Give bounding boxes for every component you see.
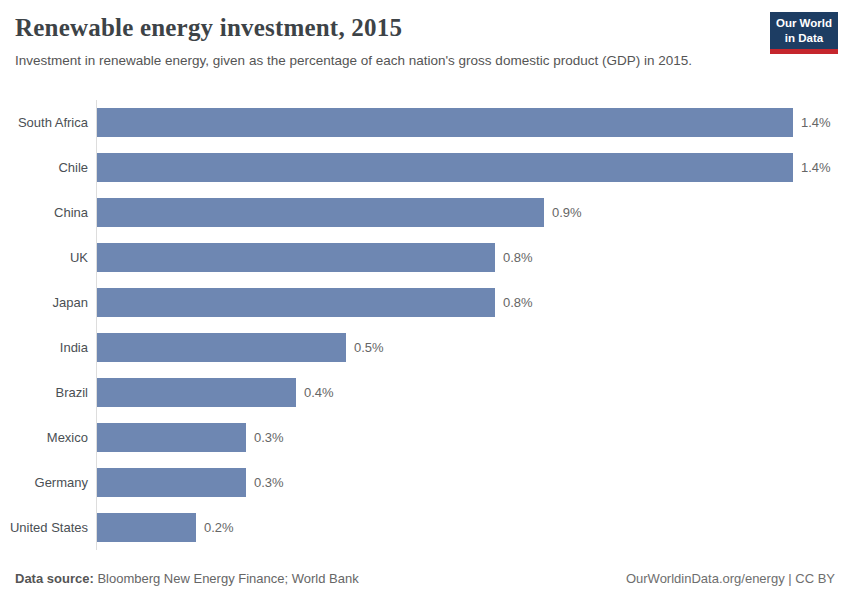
category-label: Mexico [0, 430, 88, 445]
bar-row-brazil: Brazil 0.4% [0, 370, 850, 415]
category-label: United States [0, 520, 88, 535]
value-label: 0.3% [254, 430, 284, 445]
category-label: Japan [0, 295, 88, 310]
bar-row-mexico: Mexico 0.3% [0, 415, 850, 460]
value-label: 0.3% [254, 475, 284, 490]
bar-uk [97, 243, 495, 272]
data-source-note: Data source: Bloomberg New Energy Financ… [15, 571, 359, 586]
bar-row-chile: Chile 1.4% [0, 145, 850, 190]
category-label: UK [0, 250, 88, 265]
bar-india [97, 333, 346, 362]
value-label: 0.5% [354, 340, 384, 355]
value-label: 0.2% [204, 520, 234, 535]
chart-subtitle: Investment in renewable energy, given as… [15, 52, 692, 70]
bar-japan [97, 288, 495, 317]
chart-footer: Data source: Bloomberg New Energy Financ… [15, 571, 835, 586]
bar-row-uk: UK 0.8% [0, 235, 850, 280]
bar-united-states [97, 513, 196, 542]
bar-row-united-states: United States 0.2% [0, 505, 850, 550]
bar-row-germany: Germany 0.3% [0, 460, 850, 505]
category-label: Brazil [0, 385, 88, 400]
data-source-text: Bloomberg New Energy Finance; World Bank [97, 571, 358, 586]
bar-row-india: India 0.5% [0, 325, 850, 370]
bar-row-japan: Japan 0.8% [0, 280, 850, 325]
data-source-label: Data source: [15, 571, 94, 586]
value-label: 1.4% [801, 115, 831, 130]
value-label: 1.4% [801, 160, 831, 175]
bar-brazil [97, 378, 296, 407]
category-label: Chile [0, 160, 88, 175]
bar-germany [97, 468, 246, 497]
bar-chart-plot-area: South Africa 1.4% Chile 1.4% China 0.9% … [0, 100, 850, 550]
category-label: South Africa [0, 115, 88, 130]
bar-row-china: China 0.9% [0, 190, 850, 235]
category-label: Germany [0, 475, 88, 490]
value-label: 0.8% [503, 250, 533, 265]
category-label: India [0, 340, 88, 355]
chart-container: Renewable energy investment, 2015 Invest… [0, 0, 850, 600]
owid-logo-line1: Our World [776, 16, 832, 30]
category-label: China [0, 205, 88, 220]
bar-china [97, 198, 544, 227]
bar-mexico [97, 423, 246, 452]
owid-credit-link[interactable]: OurWorldinData.org/energy | CC BY [626, 571, 835, 586]
bar-row-south-africa: South Africa 1.4% [0, 100, 850, 145]
page-title: Renewable energy investment, 2015 [15, 14, 402, 42]
bar-chile [97, 153, 793, 182]
value-label: 0.8% [503, 295, 533, 310]
owid-logo: Our World in Data [770, 12, 838, 54]
bar-south-africa [97, 108, 793, 137]
value-label: 0.4% [304, 385, 334, 400]
value-label: 0.9% [552, 205, 582, 220]
owid-logo-line2: in Data [785, 31, 823, 45]
